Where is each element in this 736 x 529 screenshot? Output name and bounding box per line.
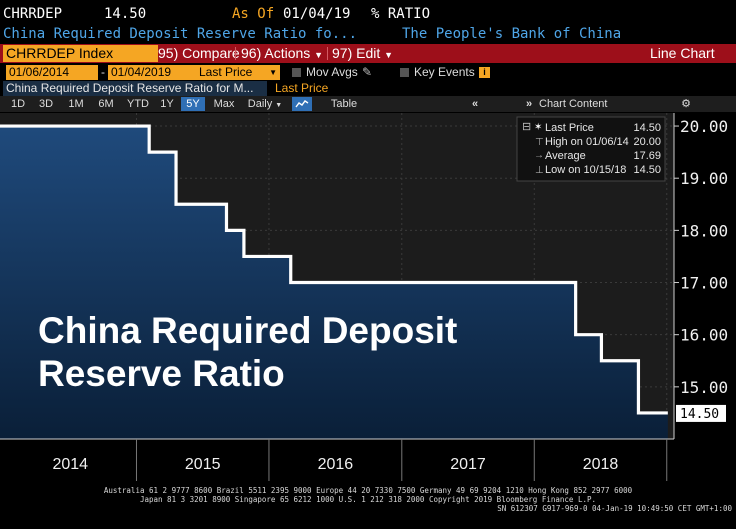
unit-label: % RATIO [371,6,431,22]
edit-number: 97) [332,45,353,61]
low-marker-icon: ⊥ [535,165,544,176]
as-of-date: 01/04/19 [283,6,351,22]
security-description: China Required Deposit Reserve Ratio fo.… [0,26,736,44]
y-tick-label: 16.00 [680,326,728,345]
x-axis: 2014 2015 2016 2017 2018 [52,439,668,481]
overlay-title-line-1: China Required Deposit [38,310,457,351]
field-select-value: Last Price [199,65,253,79]
overlay-title-line-2: Reserve Ratio [38,353,285,394]
chevron-down-icon: ▼ [314,50,324,60]
compare-number: 95) [158,45,179,61]
x-axis-band [0,439,736,485]
compare-label: Compare [182,45,240,61]
x-tick-label: 2018 [583,456,619,473]
high-marker-icon: ⊤ [535,137,544,148]
divider [327,47,328,60]
divider [235,47,236,60]
legend-last-price-label: Last Price [545,122,594,134]
price-line [0,124,668,415]
legend-low-value: 14.50 [633,164,661,176]
chart-content-label[interactable]: Chart Content [539,98,608,110]
gear-icon[interactable]: ⚙ [681,98,691,110]
table-button[interactable]: Table [330,98,358,110]
field-select[interactable]: Last Price ▼ [196,65,280,80]
chevron-down-icon: ▼ [384,50,394,60]
x-tick-label: 2016 [318,456,354,473]
series-subtitle: China Required Deposit Reserve Ratio for… [0,81,736,96]
security-field[interactable]: CHRRDEP Index [3,45,158,62]
range-1y[interactable]: 1Y [160,98,174,110]
y-tick-label: 20.00 [680,117,728,136]
average-marker-icon: → [534,150,544,161]
mov-avgs-checkbox[interactable] [292,68,301,77]
legend-last-price-marker: ✶ [534,122,542,133]
footer-line-2: Japan 81 3 3201 8900 Singapore 65 6212 1… [140,495,596,504]
actions-label: Actions [264,45,311,61]
range-toolbar: 1D 3D 1M 6M YTD 1Y 5Y Max Daily ▼ Table … [0,96,736,112]
y-axis: 20.00 19.00 18.00 17.00 16.00 15.00 [674,117,728,397]
chart-type-label[interactable]: Line Chart [650,45,715,61]
edit-label: Edit [356,45,381,61]
mov-avgs-label: Mov Avgs [306,65,358,79]
x-tick-label: 2014 [52,456,88,473]
y-tick-label: 15.00 [680,378,728,397]
legend-average-value: 17.69 [633,150,661,162]
key-events-checkbox[interactable] [400,68,409,77]
footer-line-3: SN 612307 G917-969-0 04-Jan-19 10:49:50 … [497,504,732,513]
y-tick-label: 17.00 [680,274,728,293]
range-6m[interactable]: 6M [98,98,114,110]
compare-button[interactable]: 95) Compare [158,44,240,63]
series-name: China Required Deposit Reserve Ratio for… [3,81,267,96]
legend-high-label: High on 01/06/14 [545,136,629,148]
range-1m[interactable]: 1M [68,98,84,110]
range-max[interactable]: Max [213,98,235,110]
legend-low-label: Low on 10/15/18 [545,164,626,176]
last-price-tag-value: 14.50 [680,407,719,422]
legend-high-value: 20.00 [633,136,661,148]
footer: Australia 61 2 9777 8600 Brazil 5511 239… [104,486,733,513]
legend-last-price-value: 14.50 [633,122,661,134]
actions-number: 96) [241,45,262,61]
key-events-label: Key Events [414,65,475,79]
range-3d[interactable]: 3D [38,98,54,110]
y-tick-label: 18.00 [680,221,728,240]
date-separator: - [101,65,105,79]
range-1d[interactable]: 1D [10,98,26,110]
period-select-value: Daily [247,98,273,110]
legend-box: ⊟ ✶ Last Price 14.50 ⊤ High on 01/06/14 … [516,116,666,182]
start-date-input[interactable]: 01/06/2014 [6,65,98,80]
pencil-icon[interactable]: ✎ [362,65,373,79]
collapse-left-icon[interactable]: « [471,98,479,110]
price-chart: China Required Deposit Reserve Ratio 20.… [0,113,736,513]
info-icon[interactable]: i [479,67,490,78]
edit-button[interactable]: 97) Edit ▼ [332,44,393,63]
x-tick-label: 2015 [185,456,221,473]
as-of-label: As Of [232,6,275,22]
end-date-input[interactable]: 01/04/2019 [108,65,198,80]
last-price-tag: 14.50 [676,404,726,422]
long-name: China Required Deposit Reserve Ratio fo.… [3,26,358,42]
line-chart-icon[interactable] [292,97,312,111]
security-header: CHRRDEP 14.50 As Of 01/04/19 % RATIO [0,6,736,24]
expand-right-icon[interactable]: » [525,98,533,110]
price-area-fill [0,126,668,439]
command-bar: CHRRDEP Index 95) Compare 96) Actions ▼ … [0,44,736,63]
legend-average-label: Average [545,150,586,162]
footer-line-1: Australia 61 2 9777 8600 Brazil 5511 239… [104,486,633,495]
legend-marker-icon: ⊟ [522,121,531,133]
range-5y[interactable]: 5Y [181,97,205,111]
series-field: Last Price [275,81,329,95]
data-source: The People's Bank of China [402,26,622,42]
date-range-bar: 01/06/2014 - 01/04/2019 Last Price ▼ Mov… [0,64,736,81]
current-price: 14.50 [104,6,147,22]
range-ytd[interactable]: YTD [127,98,149,110]
chevron-down-icon: ▼ [269,68,277,77]
y-tick-label: 19.00 [680,169,728,188]
chevron-down-icon: ▼ [275,102,283,109]
actions-button[interactable]: 96) Actions ▼ [241,44,323,63]
x-tick-label: 2017 [450,456,486,473]
ticker-symbol: CHRRDEP [3,6,63,22]
period-select[interactable]: Daily ▼ [243,97,287,111]
